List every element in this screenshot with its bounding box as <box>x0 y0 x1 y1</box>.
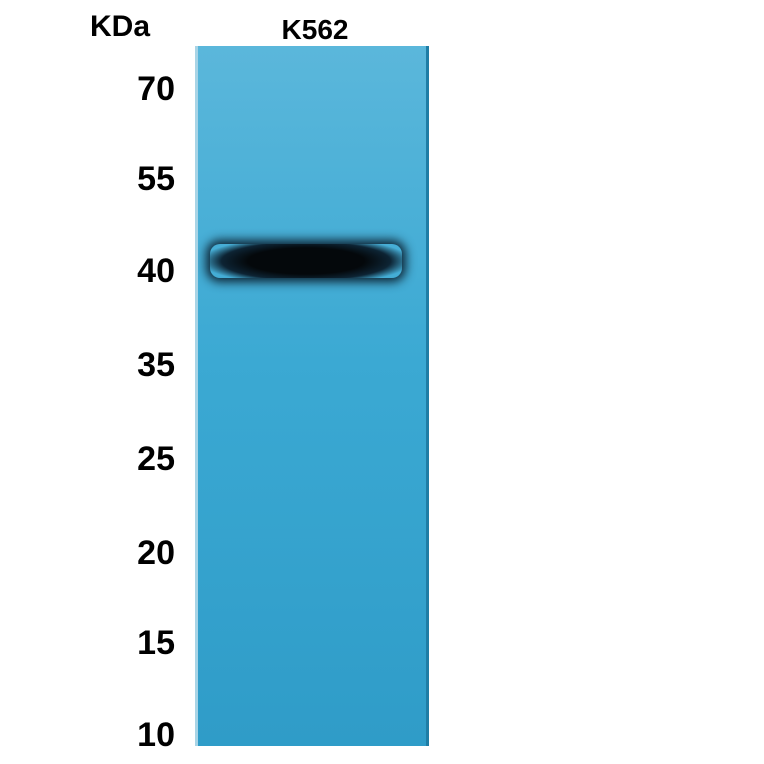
mw-marker-25: 25 <box>85 440 175 479</box>
mw-marker-70: 70 <box>85 70 175 109</box>
blot-figure: KDa K562 70 55 40 35 25 20 15 10 <box>0 0 764 764</box>
mw-marker-20: 20 <box>85 534 175 573</box>
lane-label: K562 <box>215 14 415 46</box>
unit-label: KDa <box>90 10 150 44</box>
blot-strip <box>195 46 429 746</box>
mw-marker-10: 10 <box>85 716 175 755</box>
mw-marker-40: 40 <box>85 252 175 291</box>
protein-band <box>210 244 402 278</box>
mw-marker-35: 35 <box>85 346 175 385</box>
mw-marker-55: 55 <box>85 160 175 199</box>
mw-marker-15: 15 <box>85 624 175 663</box>
